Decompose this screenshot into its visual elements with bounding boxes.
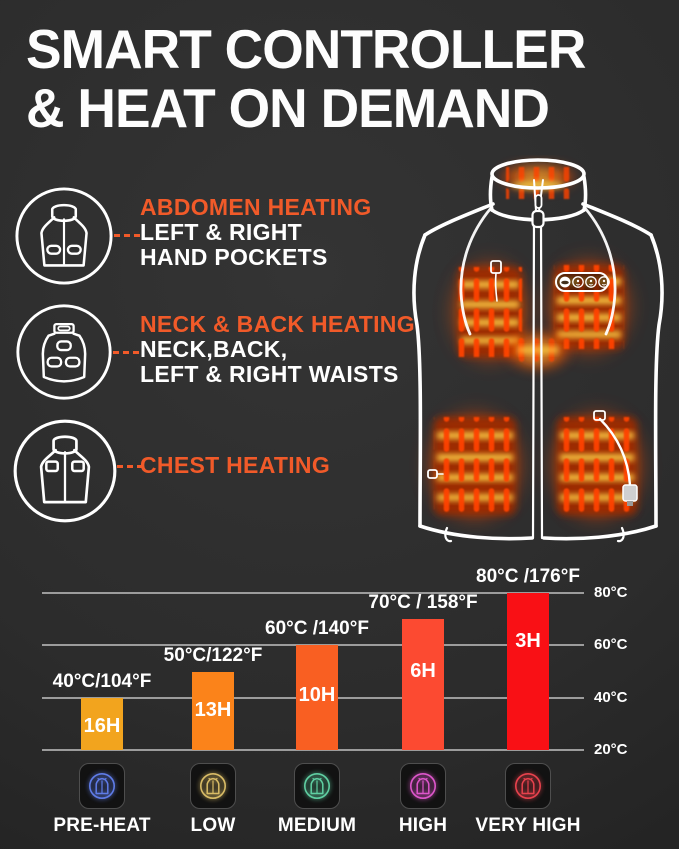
vest-back-icon: [16, 304, 112, 400]
controller-zone-button: [598, 276, 610, 288]
feature-connector-dash: [117, 465, 143, 468]
temperature-bar: [81, 697, 123, 750]
bar-temperature-label: 50°C/122°F: [163, 644, 263, 666]
feature-connector-dash: [114, 234, 140, 237]
feature-neck-back: NECK & BACK HEATING NECK,BACK, LEFT & RI…: [140, 312, 415, 387]
heat-level-button-medium[interactable]: [294, 763, 340, 809]
controller-zone-button: [572, 276, 584, 288]
bar-hours-label: 6H: [410, 660, 436, 683]
gridline: [42, 749, 584, 751]
feature-neck-back-title: NECK & BACK HEATING: [140, 311, 415, 337]
feature-chest: CHEST HEATING: [140, 453, 330, 478]
usb-plug-icon: [622, 484, 638, 502]
heat-level-vest-icon: [89, 773, 115, 799]
heat-level-button-very-high[interactable]: [505, 763, 551, 809]
feature-connector-dash: [113, 351, 139, 354]
page-title-line1: SMART CONTROLLER: [26, 18, 586, 80]
gridline: [42, 592, 584, 594]
bar-temperature-label: 80°C /176°F: [476, 566, 580, 587]
feature-abdomen-line1: LEFT & RIGHT: [140, 219, 303, 245]
bar-hours-label: 16H: [83, 714, 121, 737]
heat-level-label: PRE-HEAT: [53, 815, 151, 836]
usb-cable: [598, 417, 632, 487]
page-title-line2: & HEAT ON DEMAND: [26, 77, 550, 139]
heat-level-label: LOW: [190, 815, 236, 836]
feature-neck-back-line2: LEFT & RIGHT WAISTS: [140, 361, 399, 387]
feature-abdomen-line2: HAND POCKETS: [140, 244, 328, 270]
temperature-bar: [402, 619, 444, 750]
page-title: SMART CONTROLLER & HEAT ON DEMAND: [26, 20, 603, 138]
feature-neck-back-line1: NECK,BACK,: [140, 336, 288, 362]
heat-level-button-pre-heat[interactable]: [79, 763, 125, 809]
heat-level-label: MEDIUM: [277, 815, 357, 836]
heat-level-label: HIGH: [398, 815, 448, 836]
y-axis-tick-label: 20°C: [594, 741, 628, 758]
bar-hours-label: 13H: [194, 698, 232, 721]
heat-level-vest-icon: [410, 773, 436, 799]
heat-level-vest-icon: [200, 773, 226, 799]
feature-abdomen-title: ABDOMEN HEATING: [140, 194, 372, 220]
vest-front-chest-icon: [13, 419, 117, 523]
heat-level-vest-icon: [304, 773, 330, 799]
feature-abdomen: ABDOMEN HEATING LEFT & RIGHT HAND POCKET…: [140, 195, 372, 270]
vest-outline: [412, 158, 664, 543]
y-axis-tick-label: 80°C: [594, 584, 628, 601]
bar-hours-label: 3H: [515, 630, 541, 652]
bar-temperature-label: 40°C/104°F: [52, 670, 152, 692]
heat-level-button-high[interactable]: [400, 763, 446, 809]
bar-temperature-label: 70°C / 158°F: [368, 592, 478, 614]
smart-controller-badge: [555, 272, 610, 292]
heated-vest-illustration: [412, 158, 664, 543]
heat-level-label: VERY HIGH: [475, 815, 581, 836]
temperature-bar: [296, 645, 338, 750]
temperature-bar: [507, 593, 549, 750]
vest-front-abdomen-icon: [15, 187, 113, 285]
temperature-runtime-chart: 80°C 60°C 40°C 20°C 40°C/104°F 16H 50°C/122°F 1…: [0, 555, 679, 849]
feature-chest-title: CHEST HEATING: [140, 452, 331, 478]
y-axis-tick-label: 60°C: [594, 636, 628, 654]
controller-zone-button: [585, 276, 597, 288]
y-axis-tick-label: 40°C: [594, 688, 628, 706]
temperature-bar: [192, 671, 234, 750]
heat-level-vest-icon: [515, 773, 541, 799]
bar-hours-label: 10H: [298, 684, 336, 707]
heat-level-button-low[interactable]: [190, 763, 236, 809]
bar-temperature-label: 60°C /140°F: [265, 618, 369, 640]
